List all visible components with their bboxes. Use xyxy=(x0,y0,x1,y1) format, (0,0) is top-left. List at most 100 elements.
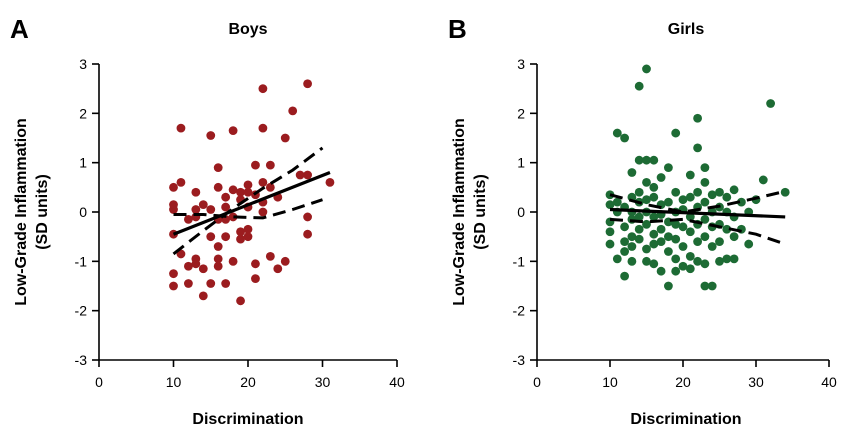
data-point-girls xyxy=(649,192,659,202)
data-point-boys xyxy=(169,182,178,192)
y-axis-units-boys: (SD units) xyxy=(34,174,51,250)
data-point-girls xyxy=(700,163,710,173)
data-point-boys xyxy=(206,279,216,288)
y-tick-label-boys: 2 xyxy=(79,105,87,121)
marks-girls xyxy=(605,64,790,291)
data-point-boys xyxy=(303,212,312,222)
data-point-girls xyxy=(634,224,644,234)
data-point-boys xyxy=(236,234,245,244)
data-point-girls xyxy=(642,155,651,165)
data-point-girls xyxy=(678,222,688,232)
x-tick-label-boys: 0 xyxy=(95,374,103,390)
data-point-girls xyxy=(678,261,688,271)
data-point-boys xyxy=(295,170,305,180)
data-point-girls xyxy=(780,187,790,197)
data-point-boys xyxy=(213,261,223,271)
data-point-girls xyxy=(700,259,710,269)
data-point-girls xyxy=(693,187,702,197)
data-point-boys xyxy=(265,160,275,170)
data-point-girls xyxy=(656,266,666,276)
y-tick-label-boys: 3 xyxy=(79,56,87,72)
data-point-girls xyxy=(685,192,695,202)
data-point-boys xyxy=(191,187,201,197)
data-point-girls xyxy=(642,244,651,254)
x-tick-label-girls: 40 xyxy=(821,374,837,390)
data-point-boys xyxy=(251,259,260,269)
data-point-boys xyxy=(169,269,178,279)
data-point-girls xyxy=(671,254,681,264)
data-point-boys xyxy=(251,160,260,170)
x-tick-label-girls: 30 xyxy=(748,374,764,390)
data-point-girls xyxy=(707,281,717,291)
data-point-boys xyxy=(198,264,208,274)
data-point-girls xyxy=(612,254,622,264)
data-point-girls xyxy=(722,224,732,234)
data-point-girls xyxy=(729,232,739,242)
data-point-boys xyxy=(213,182,223,192)
ci-lower-line-girls xyxy=(609,217,786,246)
data-point-girls xyxy=(700,232,710,242)
y-axis-label-boys: Low-Grade Inflammation xyxy=(13,118,30,306)
data-point-boys xyxy=(198,291,208,301)
data-point-girls xyxy=(722,192,732,202)
y-tick-label-girls: 1 xyxy=(517,155,525,171)
data-point-girls xyxy=(620,237,629,247)
data-point-boys xyxy=(325,178,335,187)
data-point-girls xyxy=(664,247,673,256)
data-point-girls xyxy=(656,173,666,182)
data-point-girls xyxy=(685,252,695,261)
data-point-boys xyxy=(221,279,231,288)
data-point-girls xyxy=(642,64,651,74)
data-point-girls xyxy=(758,175,768,185)
data-point-boys xyxy=(206,232,216,242)
data-point-girls xyxy=(642,256,651,266)
x-axis-label-girls: Discrimination xyxy=(630,411,741,428)
data-point-boys xyxy=(184,279,193,288)
data-point-girls xyxy=(700,215,710,224)
data-point-girls xyxy=(671,266,681,276)
data-point-girls xyxy=(693,143,702,153)
data-point-girls xyxy=(715,256,724,266)
x-axis-label-boys: Discrimination xyxy=(192,411,303,428)
data-point-boys xyxy=(273,264,283,274)
data-point-boys xyxy=(198,200,208,210)
y-tick-label-girls: 2 xyxy=(517,105,525,121)
y-axis-units-girls: (SD units) xyxy=(472,174,489,250)
data-point-girls xyxy=(627,256,637,266)
x-tick-label-boys: 20 xyxy=(240,374,256,390)
y-tick-label-girls: 0 xyxy=(517,204,525,220)
data-point-girls xyxy=(634,187,644,197)
data-point-girls xyxy=(634,81,644,91)
data-point-girls xyxy=(722,254,732,264)
y-tick-label-girls: -3 xyxy=(513,352,526,368)
data-point-girls xyxy=(671,128,681,138)
data-point-boys xyxy=(221,192,231,202)
regression-line-boys xyxy=(172,171,331,236)
data-point-girls xyxy=(671,234,681,244)
data-point-girls xyxy=(620,247,629,256)
data-point-girls xyxy=(744,239,754,249)
data-point-girls xyxy=(634,234,644,244)
data-point-boys xyxy=(176,123,186,133)
data-point-boys xyxy=(191,205,201,214)
data-point-boys xyxy=(258,207,268,217)
data-point-boys xyxy=(243,232,253,242)
data-point-girls xyxy=(612,197,622,207)
data-point-boys xyxy=(243,224,253,234)
data-point-girls xyxy=(693,113,702,123)
data-point-girls xyxy=(664,163,673,173)
data-point-boys xyxy=(303,79,312,89)
data-point-girls xyxy=(649,239,659,249)
data-point-girls xyxy=(649,229,659,239)
data-point-boys xyxy=(288,106,298,116)
data-point-boys xyxy=(169,200,178,210)
data-point-girls xyxy=(715,237,724,247)
data-point-girls xyxy=(707,190,717,200)
data-point-boys xyxy=(221,232,231,242)
data-point-girls xyxy=(685,170,695,180)
data-point-boys xyxy=(228,185,238,195)
data-point-girls xyxy=(737,197,746,207)
data-point-girls xyxy=(649,212,659,222)
data-point-girls xyxy=(700,281,710,291)
